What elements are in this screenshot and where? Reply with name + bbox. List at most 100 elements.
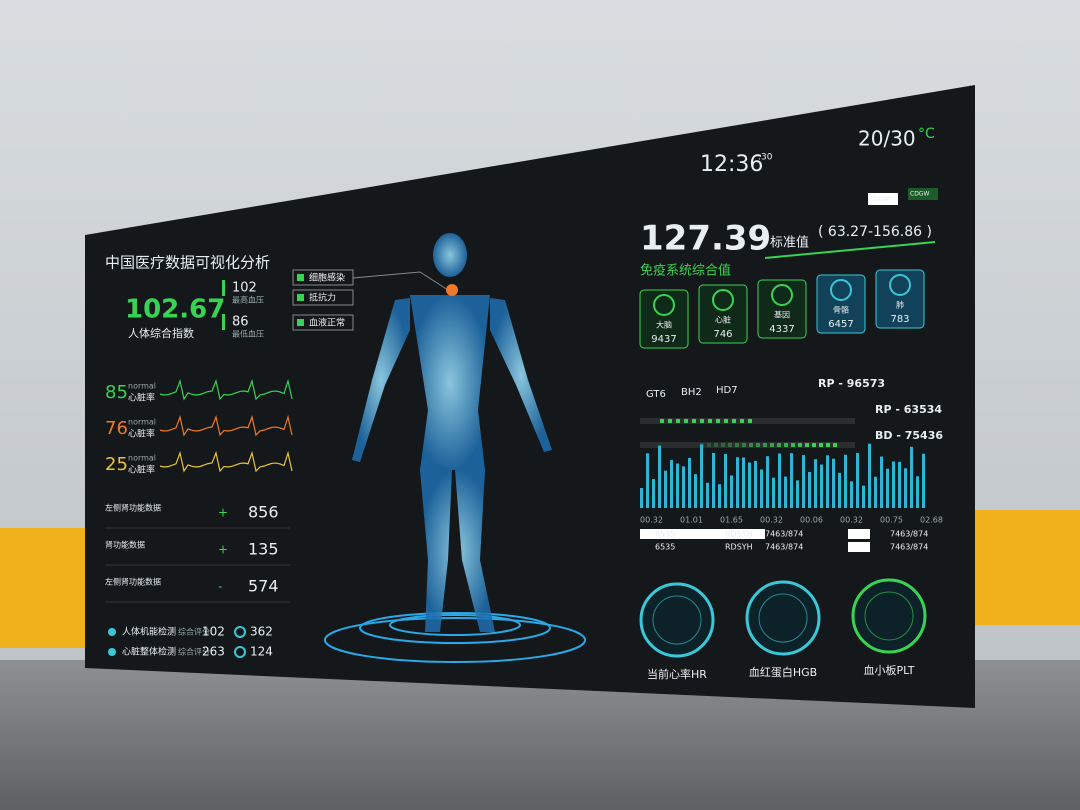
wave-bar	[748, 462, 751, 508]
arm-left	[352, 298, 410, 462]
axis-label: 00.75	[880, 516, 903, 525]
underline	[764, 241, 936, 259]
organ-icon	[712, 289, 734, 311]
axis-label: 00.06	[800, 516, 823, 525]
progress-tick	[833, 443, 837, 447]
pressure-label: 最低血压	[232, 329, 264, 339]
wave-bar	[916, 476, 919, 508]
wave-bar	[910, 446, 913, 508]
wave-bar	[682, 466, 685, 508]
progress-tick	[732, 419, 736, 423]
table-cell: 7463/874	[765, 530, 803, 539]
wave-bar	[706, 482, 709, 508]
temp-unit: °C	[918, 126, 935, 142]
hr-label: 心脏率	[128, 392, 155, 404]
check-score: 263	[202, 645, 225, 659]
gauge-label: 当前心率HR	[647, 667, 707, 681]
wave-bar	[856, 453, 859, 508]
wave-bar	[766, 456, 769, 508]
badge	[868, 193, 898, 205]
wave-bar	[796, 480, 799, 508]
gauge-inner	[864, 591, 914, 641]
check-ring	[234, 626, 246, 638]
ecg-line	[159, 378, 293, 401]
progress-tick	[826, 443, 830, 447]
organ-name: 心脏	[715, 315, 731, 325]
wave-bar	[694, 474, 697, 508]
progress-tick	[716, 419, 720, 423]
wave-bar	[886, 468, 889, 508]
tag-dot	[297, 319, 304, 326]
organ-name: 基因	[774, 310, 790, 320]
metric-value: 574	[248, 577, 279, 596]
badge	[908, 188, 938, 200]
stat: RP - 96573	[818, 377, 885, 390]
body-tag: 抵抗力	[309, 292, 336, 304]
index-label: 人体综合指数	[128, 326, 194, 340]
axis-label: 01.65	[720, 516, 743, 525]
table-cell: RDSYH	[725, 543, 753, 552]
axis-label: 01.01	[680, 516, 703, 525]
hr-tag: normal	[128, 418, 156, 427]
wave-bar	[664, 470, 667, 508]
hr-tag: normal	[128, 454, 156, 463]
metric-value: 856	[248, 503, 279, 522]
tab: BH2	[681, 387, 702, 398]
wave-bar	[688, 457, 691, 508]
organ-value: 746	[713, 329, 732, 340]
legs	[420, 470, 495, 632]
table-cell: 7463/874	[890, 530, 928, 539]
metric-sign: +	[218, 543, 228, 557]
progress-tick	[721, 443, 725, 447]
wave-bar	[760, 469, 763, 508]
wave-bar	[784, 476, 787, 508]
progress-tick	[708, 419, 712, 423]
cell-bg	[848, 529, 870, 539]
progress-tick	[784, 443, 788, 447]
ecg-line	[159, 450, 293, 473]
check-score-label: 综合评分	[178, 647, 210, 657]
wave-bar	[862, 485, 865, 508]
wave-bar	[808, 471, 811, 508]
platform-ring	[359, 612, 551, 644]
organ-value: 783	[890, 314, 909, 325]
wave-bar	[820, 464, 823, 508]
wave-bar	[868, 443, 871, 508]
tab: HD7	[716, 385, 738, 396]
gauge-ring	[851, 578, 927, 654]
wave-bar	[676, 463, 679, 508]
wave-bar	[658, 445, 661, 508]
progress-tick	[714, 443, 718, 447]
organ-card	[639, 289, 689, 349]
organ-name: 肺	[896, 301, 904, 310]
standard-range: ( 63.27-156.86 )	[818, 224, 932, 240]
seconds: :30	[758, 153, 773, 163]
check-label: 人体机能检测	[122, 626, 176, 638]
wave-bar	[742, 457, 745, 508]
gauge-inner	[758, 593, 808, 643]
cell-bg	[848, 542, 870, 552]
wave-bar	[646, 453, 649, 508]
progress-tick	[740, 419, 744, 423]
organ-value: 9437	[651, 334, 676, 345]
progress	[640, 442, 855, 448]
progress-tick	[819, 443, 823, 447]
axis-label: 00.32	[640, 516, 663, 525]
wave-bar	[880, 456, 883, 508]
metric-value: 135	[248, 540, 279, 559]
wave-bar	[730, 475, 733, 508]
badge-text: CDGW	[910, 191, 929, 198]
organ-name: 骨骼	[833, 305, 849, 315]
organ-value: 4337	[769, 324, 794, 335]
check-icon	[108, 628, 116, 636]
axis-label: 00.32	[840, 516, 863, 525]
wave-bar	[892, 461, 895, 508]
progress-tick	[791, 443, 795, 447]
progress-tick	[777, 443, 781, 447]
wave-bar	[718, 484, 721, 508]
wave-bar	[736, 457, 739, 508]
head	[433, 233, 467, 277]
hr-label: 心脏率	[128, 464, 155, 476]
arm-right	[490, 298, 552, 452]
